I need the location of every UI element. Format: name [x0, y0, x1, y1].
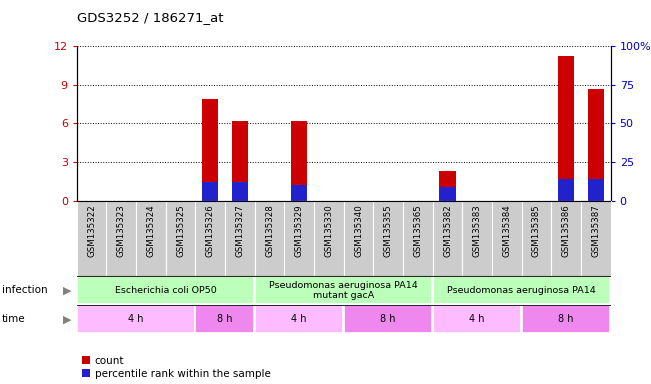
Bar [232, 182, 248, 201]
Bar [77, 201, 107, 276]
Bar [232, 121, 248, 201]
Text: GSM135327: GSM135327 [236, 205, 244, 257]
Text: GSM135340: GSM135340 [354, 205, 363, 257]
Bar [558, 179, 574, 201]
Bar [166, 201, 195, 276]
Bar [588, 89, 604, 201]
Bar [291, 121, 307, 201]
Text: GSM135365: GSM135365 [413, 205, 422, 257]
Bar [77, 306, 195, 333]
Text: 4 h: 4 h [292, 314, 307, 324]
Bar [225, 201, 255, 276]
Bar [433, 201, 462, 276]
Text: GSM135385: GSM135385 [532, 205, 541, 257]
Bar [255, 201, 284, 276]
Text: GSM135386: GSM135386 [562, 205, 571, 257]
Text: GSM135329: GSM135329 [295, 205, 304, 257]
Bar [195, 306, 254, 333]
Bar [107, 201, 136, 276]
Bar [403, 201, 433, 276]
Text: ▶: ▶ [63, 285, 72, 295]
Bar [521, 201, 551, 276]
Bar [77, 276, 254, 304]
Bar [202, 99, 219, 201]
Bar [462, 201, 492, 276]
Bar [136, 201, 166, 276]
Bar [195, 201, 225, 276]
Text: GSM135384: GSM135384 [503, 205, 511, 257]
Bar [551, 201, 581, 276]
Bar [344, 306, 432, 333]
Text: 8 h: 8 h [559, 314, 574, 324]
Text: Pseudomonas aeruginosa PA14
mutant gacA: Pseudomonas aeruginosa PA14 mutant gacA [270, 281, 418, 300]
Text: Escherichia coli OP50: Escherichia coli OP50 [115, 286, 217, 295]
Text: 4 h: 4 h [469, 314, 485, 324]
Bar [284, 201, 314, 276]
Text: GSM135322: GSM135322 [87, 205, 96, 257]
Text: GSM135323: GSM135323 [117, 205, 126, 257]
Bar [581, 201, 611, 276]
Bar [255, 306, 343, 333]
Bar [374, 201, 403, 276]
Text: time: time [2, 314, 25, 324]
Text: GSM135387: GSM135387 [591, 205, 600, 257]
Text: infection: infection [2, 285, 48, 295]
Text: GSM135324: GSM135324 [146, 205, 156, 257]
Bar [202, 182, 219, 201]
Text: GSM135328: GSM135328 [265, 205, 274, 257]
Bar [588, 179, 604, 201]
Text: Pseudomonas aeruginosa PA14: Pseudomonas aeruginosa PA14 [447, 286, 596, 295]
Text: GSM135382: GSM135382 [443, 205, 452, 257]
Bar [558, 56, 574, 201]
Bar [492, 201, 521, 276]
Bar [433, 306, 521, 333]
Legend: count, percentile rank within the sample: count, percentile rank within the sample [82, 356, 270, 379]
Text: 8 h: 8 h [217, 314, 233, 324]
Text: 8 h: 8 h [380, 314, 396, 324]
Bar [344, 201, 374, 276]
Bar [439, 187, 456, 201]
Bar [291, 185, 307, 201]
Text: GSM135355: GSM135355 [383, 205, 393, 257]
Text: GDS3252 / 186271_at: GDS3252 / 186271_at [77, 12, 223, 25]
Text: GSM135383: GSM135383 [473, 205, 482, 257]
Bar [433, 276, 610, 304]
Text: 4 h: 4 h [128, 314, 144, 324]
Bar [255, 276, 432, 304]
Text: ▶: ▶ [63, 314, 72, 324]
Bar [439, 171, 456, 201]
Bar [521, 306, 610, 333]
Text: GSM135325: GSM135325 [176, 205, 185, 257]
Text: GSM135326: GSM135326 [206, 205, 215, 257]
Text: GSM135330: GSM135330 [324, 205, 333, 257]
Bar [314, 201, 344, 276]
